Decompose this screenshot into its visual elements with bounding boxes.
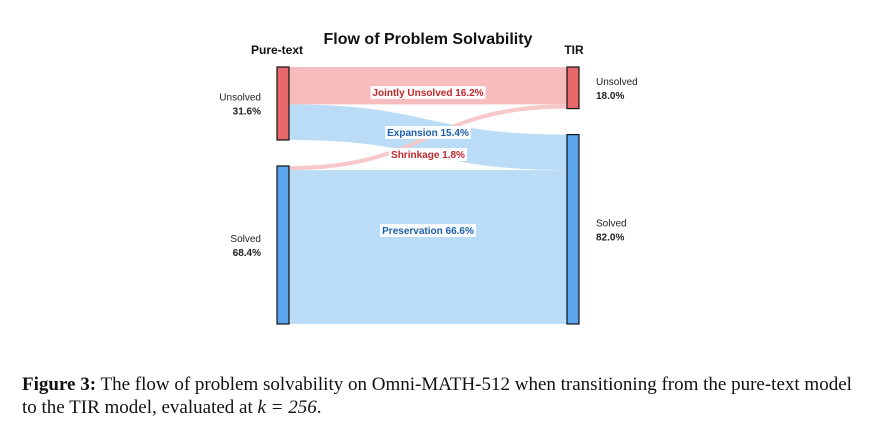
flow-label-box-solved-unsolved — [389, 148, 467, 161]
left-node-percent-unsolved: 31.6% — [233, 106, 261, 117]
labels-layer: Flow of Problem Solvability Pure-text TI… — [219, 31, 637, 259]
flow-label-solved-solved: Preservation 66.6% — [382, 226, 474, 237]
left-node-percent-solved: 68.4% — [233, 248, 261, 259]
flows-layer — [289, 67, 567, 324]
right-node-solved — [566, 133, 580, 325]
flow-label-unsolved-solved: Expansion 15.4% — [387, 128, 469, 139]
flow-label-box-solved-solved — [380, 224, 476, 237]
caption-text-part1: The flow of problem solvability on Omni-… — [22, 374, 852, 418]
caption-figure-label: Figure 3: — [22, 374, 97, 395]
right-node-name-unsolved: Unsolved — [596, 77, 638, 88]
flow-label-box-unsolved-unsolved — [370, 86, 486, 99]
chart-title: Flow of Problem Solvability — [324, 31, 533, 48]
left-node-name-unsolved: Unsolved — [219, 92, 261, 103]
flow-solved-to-solved — [289, 170, 567, 324]
right-node-name-solved: Solved — [596, 218, 627, 229]
left-node-unsolved — [276, 66, 290, 141]
right-node-unsolved — [566, 66, 580, 110]
left-node-solved — [276, 165, 290, 325]
caption-text-part2: . — [316, 397, 322, 418]
right-node-percent-solved: 82.0% — [596, 232, 624, 243]
figure-caption: Figure 3: The flow of problem solvabilit… — [22, 373, 862, 419]
right-node-percent-unsolved: 18.0% — [596, 91, 624, 102]
left-axis-label: Pure-text — [251, 43, 303, 57]
flow-label-unsolved-unsolved: Jointly Unsolved 16.2% — [372, 88, 483, 99]
nodes-layer — [276, 66, 580, 325]
flow-unsolved-to-unsolved — [289, 67, 567, 105]
right-axis-label: TIR — [564, 43, 584, 57]
flow-label-solved-unsolved: Shrinkage 1.8% — [391, 150, 465, 161]
left-node-name-solved: Solved — [230, 234, 261, 245]
flow-label-box-unsolved-solved — [385, 126, 471, 139]
caption-math: k = 256 — [257, 397, 317, 418]
